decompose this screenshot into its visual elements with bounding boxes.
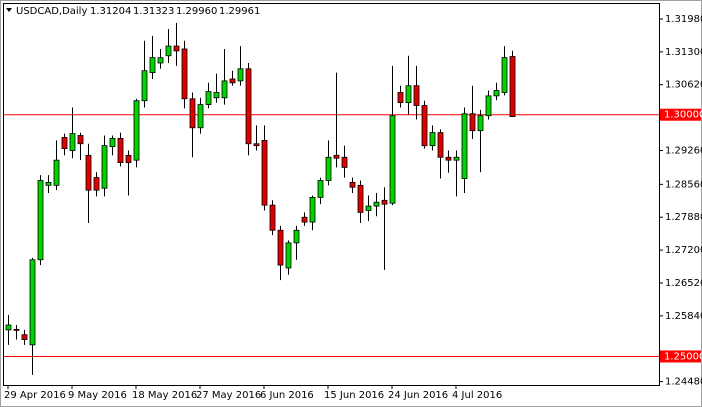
candle-body [373, 201, 380, 207]
x-tick-label: 24 Jun 2016 [388, 390, 448, 401]
candle-body [357, 184, 364, 213]
candle-body [509, 56, 516, 118]
y-tick-label: 1.26520 [665, 278, 702, 289]
y-tick-label: 1.30620 [665, 80, 702, 91]
x-tick-label: 15 Jun 2016 [324, 390, 384, 401]
x-tick-label: 29 Apr 2016 [4, 390, 66, 401]
candle-body [117, 138, 124, 163]
candle-body [421, 105, 428, 147]
candle-body [109, 138, 116, 148]
header-value: 1.31204 [90, 6, 131, 17]
y-tick-label: 1.24480 [665, 377, 702, 388]
candle-body [477, 115, 484, 132]
candle-body [69, 133, 76, 151]
candle-body [93, 177, 100, 191]
candle-body [293, 229, 300, 244]
line-label-bg [660, 350, 701, 363]
y-tick-label: 1.29260 [665, 146, 702, 157]
y-tick-label: 1.27200 [665, 245, 702, 256]
candle-body [221, 80, 228, 99]
candle-body [37, 180, 44, 261]
candle-body [269, 204, 276, 231]
x-tick-label: 18 May 2016 [132, 390, 197, 401]
chart-title: USDCAD,Daily [16, 6, 87, 17]
x-tick-label: 6 Jun 2016 [260, 390, 314, 401]
candle-body [405, 85, 412, 104]
candle-body [13, 328, 20, 331]
menu-arrow [6, 8, 12, 12]
candle-body [85, 154, 92, 191]
candle-body [133, 100, 140, 161]
candle-body [141, 70, 148, 102]
candle-body [197, 104, 204, 129]
candle-body [285, 242, 292, 269]
candle-body [213, 92, 220, 99]
x-tick-label: 9 May 2016 [68, 390, 127, 401]
candle-body [157, 57, 164, 64]
candle-body [437, 132, 444, 158]
candle-body [253, 143, 260, 147]
y-tick-label: 1.25840 [665, 311, 702, 322]
candle-body [429, 132, 436, 147]
line-label: 1.30000 [664, 110, 702, 121]
candle-body [77, 135, 84, 145]
candle-body [21, 334, 28, 340]
candle-body [413, 85, 420, 106]
candle-body [181, 48, 188, 100]
candle-body [501, 57, 508, 93]
candle-body [189, 98, 196, 129]
candle-body [149, 57, 156, 74]
candle-body [381, 199, 388, 205]
candle-body [165, 45, 172, 57]
x-tick-label: 4 Jul 2016 [452, 390, 502, 401]
header-value: 1.29960 [176, 6, 217, 17]
x-tick-label: 27 May 2016 [196, 390, 261, 401]
candle-body [317, 180, 324, 198]
y-tick-label: 1.31300 [665, 47, 702, 58]
candle-body [445, 156, 452, 161]
candle-body [349, 182, 356, 188]
header-value: 1.29961 [219, 6, 260, 17]
candle-body [245, 68, 252, 145]
candle-body [125, 154, 132, 163]
candle-body [461, 113, 468, 179]
candle-body [301, 216, 308, 223]
candle-body [333, 154, 340, 159]
candle-body [325, 156, 332, 181]
candle-body [29, 259, 36, 346]
candle-body [205, 91, 212, 105]
candle-body [237, 68, 244, 82]
candle-body [5, 324, 12, 331]
candle-body [493, 90, 500, 97]
candle-body [397, 92, 404, 104]
candle-body [365, 205, 372, 211]
candle-body [453, 156, 460, 161]
plot-area [3, 3, 660, 386]
candle-body [309, 197, 316, 223]
candle-body [101, 145, 108, 189]
candle-body [173, 45, 180, 52]
line-label-bg [660, 108, 701, 121]
candle-body [53, 159, 60, 186]
header-value: 1.31323 [133, 6, 174, 17]
line-label: 1.25000 [664, 351, 702, 362]
candle-body [277, 229, 284, 266]
candle-body [469, 113, 476, 132]
candle-body [485, 95, 492, 117]
candle-body [61, 137, 68, 149]
candle-body [389, 115, 396, 204]
candle-body [261, 139, 268, 206]
y-tick-label: 1.28560 [665, 179, 702, 190]
y-tick-label: 1.27880 [665, 212, 702, 223]
y-tick-label: 1.31980 [665, 14, 702, 25]
candle-body [229, 78, 236, 84]
candle-body [45, 182, 52, 186]
candle-body [341, 156, 348, 168]
